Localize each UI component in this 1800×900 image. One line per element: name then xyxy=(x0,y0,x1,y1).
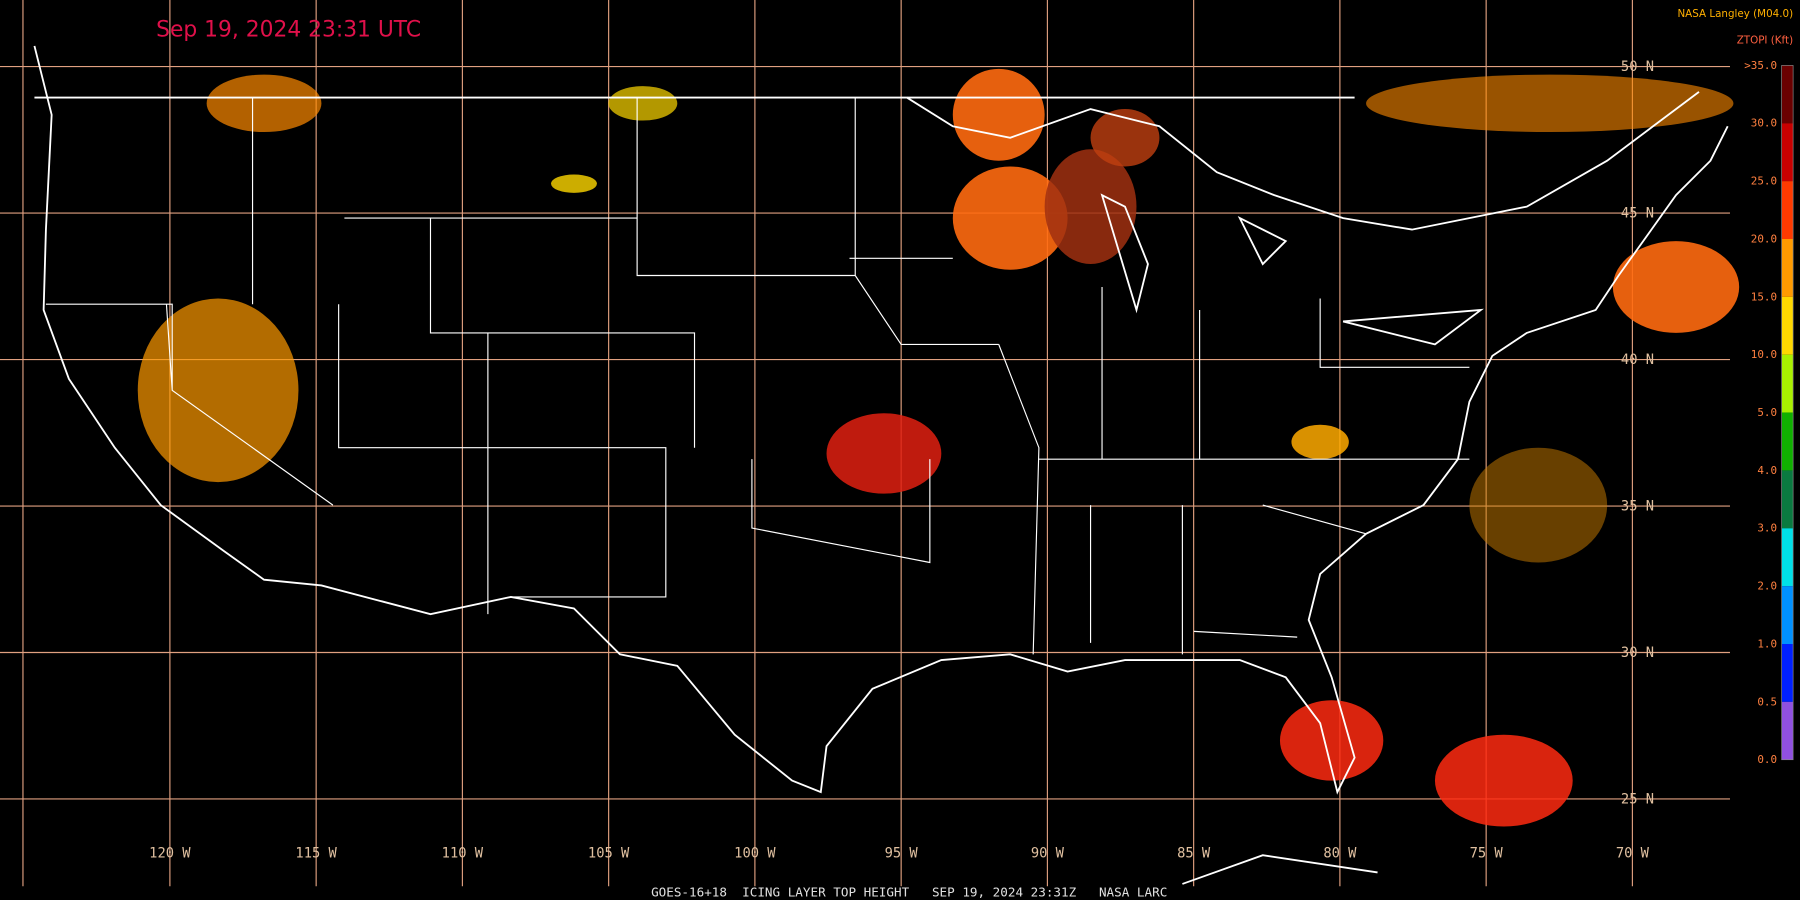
latitude-label: 40 N xyxy=(1621,352,1654,368)
latitude-label: 35 N xyxy=(1621,499,1654,515)
product-units: ZTOPI (Kft) xyxy=(1737,35,1793,47)
colorbar-label: >35.0 xyxy=(1744,59,1777,72)
colorbar-label: 30.0 xyxy=(1751,117,1777,130)
colorbar-segment xyxy=(1781,470,1794,529)
longitude-label: 85 W xyxy=(1177,846,1211,862)
longitude-label: 105 W xyxy=(588,846,630,862)
colorbar-label: 3.0 xyxy=(1757,522,1777,535)
colorbar-label: 25.0 xyxy=(1751,175,1777,188)
state-borders xyxy=(45,97,1470,655)
colorbar-segment xyxy=(1781,239,1794,297)
longitude-label: 120 W xyxy=(149,846,191,862)
longitude-label: 80 W xyxy=(1323,846,1357,862)
timestamp: Sep 19, 2024 23:31 UTC xyxy=(156,18,421,43)
icing-areas xyxy=(137,68,1740,827)
colorbar-label: 0.0 xyxy=(1757,753,1777,766)
colorbar-segment xyxy=(1781,296,1794,355)
labels: 120 W 115 W 110 W 105 W 100 W 95 W 90 W 85 W 80 … xyxy=(149,8,1793,899)
longitude-label: 110 W xyxy=(442,846,484,862)
colorbar-label: 4.0 xyxy=(1757,464,1777,477)
colorbar-label: 20.0 xyxy=(1751,232,1777,245)
colorbar-frame xyxy=(1781,65,1794,761)
colorbar-segment xyxy=(1781,412,1794,471)
colorbar-segment xyxy=(1781,123,1794,182)
colorbar-segment xyxy=(1781,354,1794,413)
latitude-label: 30 N xyxy=(1621,645,1654,661)
colorbar-label: 0.5 xyxy=(1757,695,1777,708)
latitude-label: 25 N xyxy=(1621,792,1654,808)
colorbar: >35.0 30.0 25.0 20.0 15.0 10.0 5.0 4.0 3.0 2.0 1.0… xyxy=(1744,59,1794,766)
colorbar-segment xyxy=(1781,181,1794,240)
colorbar-segment xyxy=(1781,701,1794,760)
longitude-label: 70 W xyxy=(1616,846,1650,862)
producer: NASA Langley (M04.0) xyxy=(1677,8,1793,20)
longitude-label: 100 W xyxy=(734,846,776,862)
colorbar-segment xyxy=(1781,644,1794,702)
longitude-label: 115 W xyxy=(295,846,337,862)
latitude-label: 50 N xyxy=(1621,59,1654,75)
colorbar-label: 1.0 xyxy=(1757,637,1777,650)
latitude-label: 45 N xyxy=(1621,206,1654,222)
geography xyxy=(33,45,1729,885)
colorbar-segment xyxy=(1781,586,1794,645)
longitude-label: 75 W xyxy=(1470,846,1504,862)
graticule xyxy=(0,0,1730,887)
colorbar-label: 5.0 xyxy=(1757,406,1777,419)
colorbar-segment xyxy=(1781,65,1794,124)
footer: GOES-16+18 ICING LAYER TOP HEIGHT SEP 19… xyxy=(651,885,1167,900)
colorbar-segment xyxy=(1781,528,1794,587)
longitude-label: 90 W xyxy=(1031,846,1065,862)
longitude-label: 95 W xyxy=(885,846,919,862)
colorbar-label: 10.0 xyxy=(1751,348,1777,361)
colorbar-label: 2.0 xyxy=(1757,580,1777,593)
colorbar-label: 15.0 xyxy=(1751,290,1777,303)
